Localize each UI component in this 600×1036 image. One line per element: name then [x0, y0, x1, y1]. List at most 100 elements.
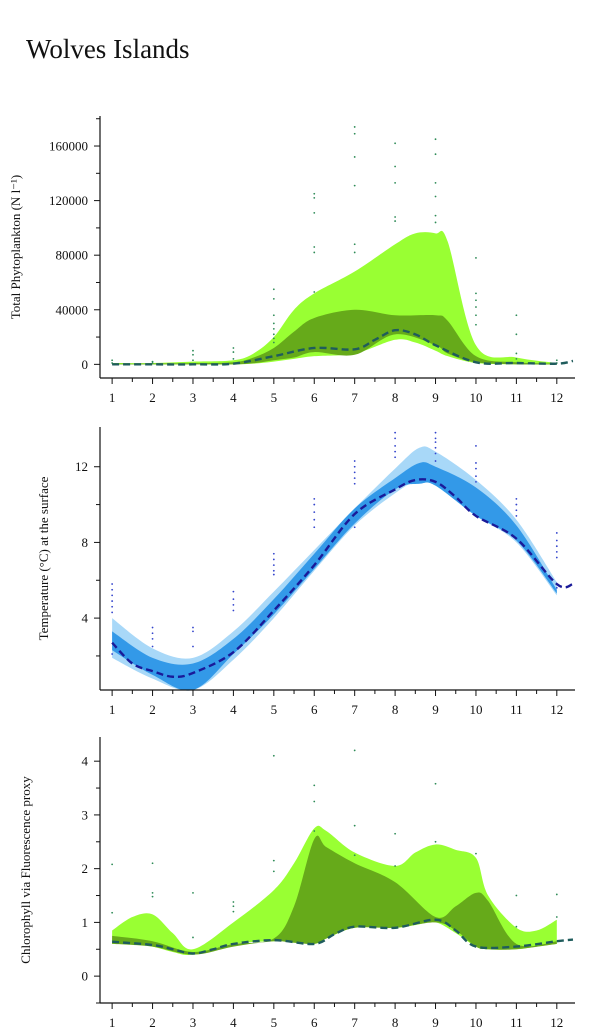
data-point — [192, 349, 194, 352]
data-point — [232, 590, 235, 593]
data-point — [515, 503, 518, 506]
data-point — [353, 156, 356, 158]
y-tick-label: 3 — [82, 807, 89, 822]
x-tick-label: 4 — [230, 702, 237, 717]
x-tick-label: 5 — [271, 390, 278, 405]
x-tick-label: 2 — [149, 390, 156, 405]
data-point — [394, 456, 397, 459]
data-point — [434, 446, 437, 449]
data-point — [434, 437, 437, 440]
data-point — [272, 337, 275, 340]
data-point — [555, 532, 558, 534]
data-point — [475, 852, 477, 855]
y-tick-label: 12 — [75, 459, 88, 474]
data-point — [313, 503, 316, 506]
data-point — [434, 840, 437, 843]
data-point — [192, 626, 194, 629]
data-point — [353, 460, 356, 462]
data-point — [151, 626, 154, 629]
x-tick-label: 11 — [510, 390, 523, 405]
data-point — [111, 911, 114, 914]
data-point — [272, 333, 275, 336]
data-point — [272, 314, 275, 317]
data-point — [555, 916, 558, 918]
data-point — [272, 552, 275, 555]
data-point — [151, 360, 154, 363]
data-point — [475, 480, 477, 483]
data-point — [353, 126, 356, 128]
data-point — [394, 220, 397, 222]
data-point — [555, 586, 558, 589]
x-tick-label: 9 — [432, 702, 439, 717]
data-point — [313, 830, 316, 832]
data-point — [394, 865, 397, 867]
x-tick-label: 1 — [109, 1015, 116, 1030]
y-tick-label: 160000 — [49, 139, 88, 154]
data-point — [434, 441, 437, 444]
x-tick-label: 9 — [432, 390, 439, 405]
data-point — [111, 588, 114, 591]
data-point — [313, 526, 316, 529]
x-tick-label: 6 — [311, 390, 318, 405]
data-point — [232, 603, 235, 606]
data-point — [434, 138, 437, 141]
data-point — [555, 539, 558, 542]
data-point — [475, 306, 477, 308]
data-point — [394, 437, 397, 440]
data-point — [111, 600, 114, 602]
x-tick-label: 2 — [149, 1015, 156, 1030]
x-tick-label: 12 — [550, 1015, 563, 1030]
data-point — [272, 558, 275, 561]
x-tick-label: 3 — [190, 702, 197, 717]
x-tick-label: 2 — [149, 702, 156, 717]
data-point — [272, 297, 275, 300]
data-point — [272, 859, 275, 862]
data-point — [475, 462, 477, 464]
data-point — [192, 891, 194, 894]
data-point — [313, 211, 316, 214]
data-point — [515, 333, 518, 336]
x-tick-label: 9 — [432, 1015, 439, 1030]
data-point — [555, 359, 558, 362]
data-point — [515, 925, 518, 928]
y-tick-label: 80000 — [56, 248, 89, 263]
data-point — [353, 824, 356, 827]
x-tick-label: 4 — [230, 1015, 237, 1030]
x-tick-label: 10 — [469, 390, 482, 405]
x-tick-label: 7 — [351, 390, 358, 405]
data-point — [111, 594, 114, 597]
data-point — [394, 165, 397, 168]
data-point — [394, 450, 397, 453]
data-point — [434, 153, 437, 156]
x-tick-label: 8 — [392, 390, 399, 405]
x-tick-label: 7 — [351, 1015, 358, 1030]
data-point — [353, 526, 356, 529]
data-point — [232, 347, 235, 349]
data-point — [313, 784, 316, 787]
x-tick-label: 4 — [230, 390, 237, 405]
data-point — [515, 358, 518, 360]
data-point — [272, 327, 275, 330]
data-point — [313, 192, 316, 195]
data-point — [313, 246, 316, 248]
data-point — [272, 754, 275, 757]
data-point — [313, 800, 316, 803]
data-point — [111, 583, 114, 585]
data-point — [353, 132, 356, 135]
data-point — [353, 471, 356, 474]
data-point — [232, 351, 235, 353]
y-tick-label: 1 — [82, 915, 89, 930]
data-point — [434, 181, 437, 184]
data-point — [515, 509, 518, 512]
data-point — [192, 645, 194, 648]
y-tick-label: 0 — [82, 969, 89, 984]
mean-line — [112, 328, 574, 366]
data-point — [475, 467, 477, 470]
data-point — [313, 291, 316, 293]
data-point — [151, 891, 154, 894]
data-point — [434, 431, 437, 434]
y-tick-label: 120000 — [49, 193, 88, 208]
data-point — [192, 359, 194, 362]
